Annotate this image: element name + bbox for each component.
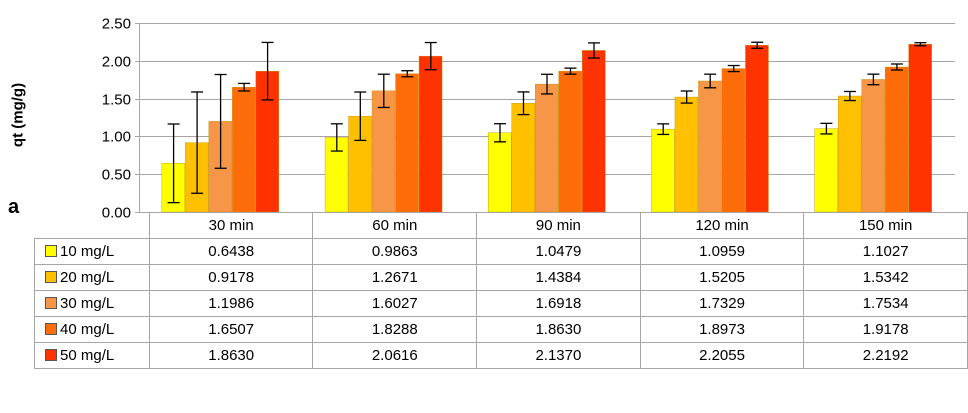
data-table-corner xyxy=(34,212,150,239)
legend-swatch xyxy=(45,297,57,309)
bar xyxy=(488,132,512,213)
bar xyxy=(745,45,769,213)
data-label: 0.6438 xyxy=(148,238,314,265)
bar xyxy=(558,70,582,213)
category-label-90min: 90 min xyxy=(476,212,641,239)
bar xyxy=(651,128,675,213)
legend-label: 30 mg/L xyxy=(60,295,115,312)
data-label: 1.5342 xyxy=(803,264,968,291)
bar xyxy=(232,87,256,213)
bar xyxy=(418,55,443,213)
bar xyxy=(861,79,885,213)
data-label: 1.1027 xyxy=(803,238,968,265)
data-label: 1.8973 xyxy=(639,316,805,343)
data-label: 1.4384 xyxy=(476,264,641,291)
data-label: 0.9178 xyxy=(148,264,314,291)
y-axis-label-text: qt (mg/g) xyxy=(9,82,27,148)
category-label-150min: 150 min xyxy=(803,212,968,239)
bar xyxy=(395,73,419,213)
data-label: 1.8630 xyxy=(476,316,641,343)
data-label: 2.0616 xyxy=(312,342,478,369)
data-label: 1.6918 xyxy=(476,290,641,317)
legend-label: 10 mg/L xyxy=(60,243,115,260)
y-axis-label: qt (mg/g) xyxy=(6,20,30,210)
legend-entry-20mgL: 20 mg/L xyxy=(34,264,150,291)
bar xyxy=(582,50,606,213)
data-label: 1.2671 xyxy=(312,264,478,291)
legend-label: 20 mg/L xyxy=(60,269,115,286)
data-label: 1.1986 xyxy=(148,290,314,317)
legend-label: 50 mg/L xyxy=(60,347,115,364)
bar xyxy=(814,128,838,213)
y-axis-ticks: 0.000.501.001.502.002.50 xyxy=(102,16,131,222)
legend-entry-30mgL: 30 mg/L xyxy=(34,290,150,317)
bar xyxy=(511,103,535,213)
bar xyxy=(721,68,746,213)
data-label: 1.0959 xyxy=(639,238,805,265)
legend-entry-10mgL: 10 mg/L xyxy=(34,238,150,265)
data-label: 1.6507 xyxy=(148,316,314,343)
y-tick-label: 0.50 xyxy=(102,167,131,184)
bar-series xyxy=(161,44,932,213)
data-table-row: 30 mg/L 1.1986 1.6027 1.6918 1.7329 1.75… xyxy=(34,290,968,317)
panel-label: a xyxy=(8,196,20,218)
legend-entry-50mgL: 50 mg/L xyxy=(34,342,150,369)
bar xyxy=(674,96,699,213)
bar xyxy=(837,95,862,213)
data-table-row: 10 mg/L 0.6438 0.9863 1.0479 1.0959 1.10… xyxy=(34,238,968,265)
data-label: 1.7329 xyxy=(639,290,805,317)
category-label-120min: 120 min xyxy=(639,212,805,239)
data-table-header-row: 30 min 60 min 90 min 120 min 150 min xyxy=(34,212,968,239)
data-label: 2.1370 xyxy=(476,342,641,369)
category-label-30min: 30 min xyxy=(148,212,314,239)
category-label-60min: 60 min xyxy=(312,212,478,239)
legend-swatch xyxy=(45,323,57,335)
legend-entry-40mgL: 40 mg/L xyxy=(34,316,150,343)
data-label: 1.0479 xyxy=(476,238,641,265)
data-label: 1.5205 xyxy=(639,264,805,291)
data-label: 1.7534 xyxy=(803,290,968,317)
legend-swatch xyxy=(45,349,57,361)
legend-swatch xyxy=(45,271,57,283)
data-table-row: 40 mg/L 1.6507 1.8288 1.8630 1.8973 1.91… xyxy=(34,316,968,343)
legend-swatch xyxy=(45,245,57,257)
data-table-row: 20 mg/L 0.9178 1.2671 1.4384 1.5205 1.53… xyxy=(34,264,968,291)
y-tick-label: 2.00 xyxy=(102,54,131,71)
y-tick-label: 1.00 xyxy=(102,129,131,146)
error-bars xyxy=(167,41,927,204)
data-table-row: 50 mg/L 1.8630 2.0616 2.1370 2.2055 2.21… xyxy=(34,342,968,369)
data-label: 1.6027 xyxy=(312,290,478,317)
bar xyxy=(535,83,559,213)
bar xyxy=(908,44,932,213)
data-label: 1.8288 xyxy=(312,316,478,343)
y-tick-label: 2.50 xyxy=(102,16,131,33)
data-label: 2.2192 xyxy=(803,342,968,369)
data-label: 1.8630 xyxy=(148,342,314,369)
data-label: 0.9863 xyxy=(312,238,478,265)
legend-label: 40 mg/L xyxy=(60,321,115,338)
data-label: 1.9178 xyxy=(803,316,968,343)
bar xyxy=(371,90,396,213)
data-label: 2.2055 xyxy=(639,342,805,369)
data-table: 30 min 60 min 90 min 120 min 150 min 10 … xyxy=(34,212,968,369)
y-tick-label: 1.50 xyxy=(102,92,131,109)
bar xyxy=(884,66,909,213)
bar xyxy=(698,80,722,213)
